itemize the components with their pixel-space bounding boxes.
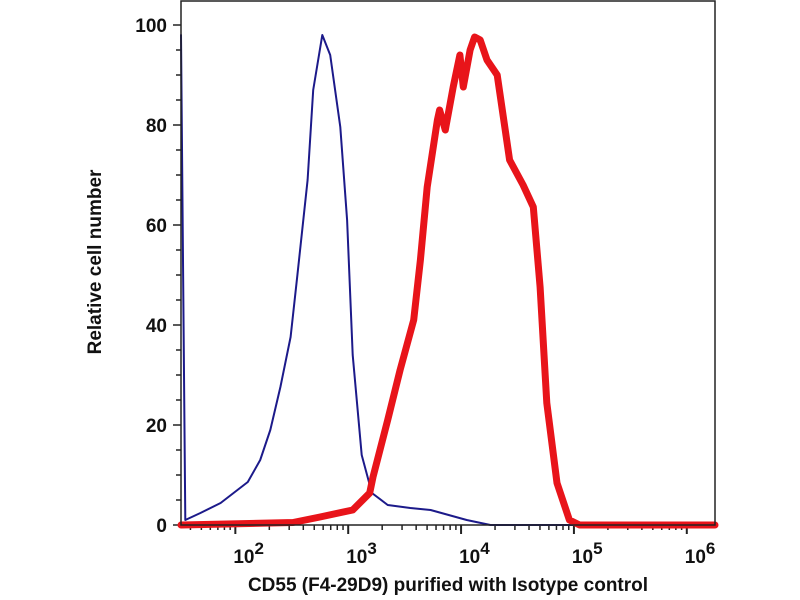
y-tick-label: 60: [146, 216, 167, 237]
x-tick-label: 104: [459, 539, 490, 568]
plot-frame: [180, 0, 716, 526]
y-tick-label: 80: [146, 116, 167, 137]
series-line-2: [177, 33, 719, 529]
y-tick-label: 20: [146, 416, 167, 437]
series-line-1: [180, 34, 716, 526]
y-tick-label: 40: [146, 316, 167, 337]
x-tick-label: 102: [233, 539, 264, 568]
y-tick-label: 100: [135, 16, 167, 37]
y-axis-title: Relative cell number: [85, 169, 106, 354]
x-axis-title: CD55 (F4-29D9) purified with Isotype con…: [248, 575, 648, 596]
x-tick-label: 106: [685, 539, 716, 568]
y-tick-label: 0: [156, 516, 167, 537]
axis-ticks: [173, 24, 688, 534]
tick-labels: 0 20 40 60 80 100 102 103 104 105 106: [135, 16, 715, 568]
series-group: [177, 33, 719, 529]
x-tick-label: 103: [346, 539, 377, 568]
x-tick-label: 105: [572, 539, 603, 568]
